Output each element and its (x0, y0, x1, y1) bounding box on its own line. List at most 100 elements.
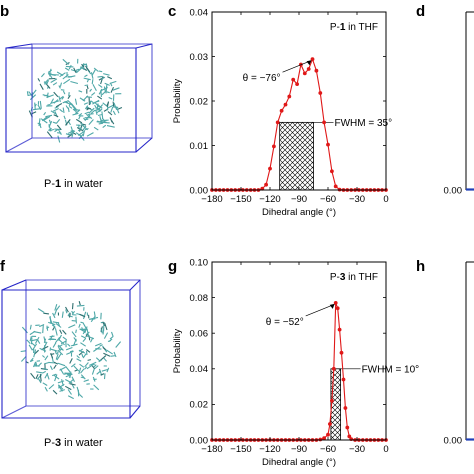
x-tick-label: −120 (259, 444, 280, 455)
molecule-bond (84, 105, 89, 110)
chart-p1-thf: −180 −150 −120 −90 −60 −30 0 0.00 0.01 0.02 0.03 0.… (172, 7, 392, 218)
molecule-bond (46, 325, 49, 331)
molecule-bond (98, 122, 104, 125)
molecule-bond (93, 364, 97, 368)
data-point (318, 91, 323, 95)
molecule-bond (80, 335, 87, 339)
molecule-bond (49, 316, 53, 324)
x-tick-label: −150 (230, 444, 251, 455)
molecule-bond (86, 107, 91, 110)
molecule-bond (30, 359, 34, 363)
molecule-bond (97, 113, 103, 117)
molecule-bond (26, 339, 31, 344)
molecule-bond (85, 331, 90, 336)
molecule-bond (107, 76, 113, 80)
molecule-bond (41, 115, 48, 122)
molecule-bond (98, 70, 103, 73)
molecule-bond (68, 378, 75, 384)
molecule-bond (83, 379, 89, 383)
molecule-bond (43, 336, 46, 344)
molecule-bond (106, 125, 115, 128)
molecule-bond (101, 121, 110, 124)
molecule-bond (71, 320, 77, 322)
molecule-bond (107, 104, 115, 109)
data-point (328, 422, 332, 426)
molecule-bond (102, 124, 107, 129)
x-tick-label: −120 (259, 194, 280, 205)
data-point (322, 436, 326, 441)
molecule-bond (93, 67, 99, 72)
molecule-bond (67, 315, 73, 318)
data-point (330, 169, 334, 174)
y-axis-label: Probability (172, 329, 183, 374)
molecule-bond (53, 91, 59, 98)
data-point (279, 108, 284, 113)
molecule-bond (71, 303, 74, 310)
molecule-bond (91, 79, 94, 85)
molecule-bond (86, 85, 89, 90)
molecule-bond (98, 359, 102, 363)
molecule-bond (75, 132, 82, 137)
x-axis-label: Dihedral angle (°) (262, 457, 336, 468)
molecule-bond (65, 309, 68, 314)
molecule-bond (48, 69, 52, 73)
molecule-bond (55, 103, 63, 108)
fwhm-label: FWHM = 35° (335, 118, 393, 129)
molecule-bond (42, 382, 48, 386)
molecule-bond (44, 372, 49, 379)
molecule-bond (42, 355, 46, 358)
molecule-bond (82, 125, 89, 131)
molecule-bond (67, 343, 71, 347)
molecule-bond (44, 386, 48, 392)
molecule-bond (68, 130, 76, 136)
molecule-bond (53, 114, 59, 118)
molecule-bond (103, 357, 108, 362)
molecule-bond (52, 326, 55, 331)
molecule-bond (91, 365, 95, 369)
molecule-bond (70, 363, 76, 368)
x-tick-label: −90 (291, 444, 307, 455)
molecule-bond (69, 350, 74, 353)
molecule-bond (65, 119, 71, 126)
molecule-bond (93, 126, 99, 131)
molecule-bond (72, 108, 76, 112)
molecule-bond (20, 356, 27, 362)
molecule-bond (67, 107, 70, 113)
molecule-bond (42, 370, 46, 374)
molecule-bond (70, 126, 74, 134)
y-tick-label: 0.04 (190, 364, 209, 375)
molecule-bond (57, 385, 63, 392)
molecule-bond (106, 367, 110, 373)
panel-letter-h: h (416, 258, 425, 275)
molecule-bond (77, 127, 83, 132)
data-point (333, 184, 338, 189)
molecule-bond (54, 105, 59, 109)
molecule-bond (50, 348, 58, 352)
molecule-bond (54, 336, 61, 344)
molecule-bond (89, 88, 93, 92)
molecule-bond (75, 109, 81, 115)
peak-label: θ = −52° (266, 317, 304, 328)
molecule-bond (71, 331, 77, 338)
molecule-bond (85, 65, 91, 73)
molecule-bond (46, 94, 54, 99)
data-point (343, 406, 348, 410)
molecule-bond (54, 328, 58, 336)
molecule-bond (61, 311, 64, 318)
molecule-bond (77, 130, 85, 136)
molecule-bond (96, 370, 101, 375)
molecule-bond (94, 104, 97, 109)
molecule-bond (68, 324, 76, 329)
molecule-bond (67, 94, 71, 100)
molecule-bond (54, 308, 58, 316)
title-prefix: P- (330, 272, 340, 283)
box-wireframe-p1 (5, 43, 153, 153)
data-point (264, 182, 268, 187)
data-point (291, 77, 296, 82)
data-point (335, 306, 340, 311)
data-point (268, 166, 272, 171)
molecule-bond (86, 79, 90, 83)
y-tick-label: 0.00 (190, 185, 209, 196)
molecule-bond (90, 72, 94, 79)
molecule-bond (98, 84, 103, 88)
